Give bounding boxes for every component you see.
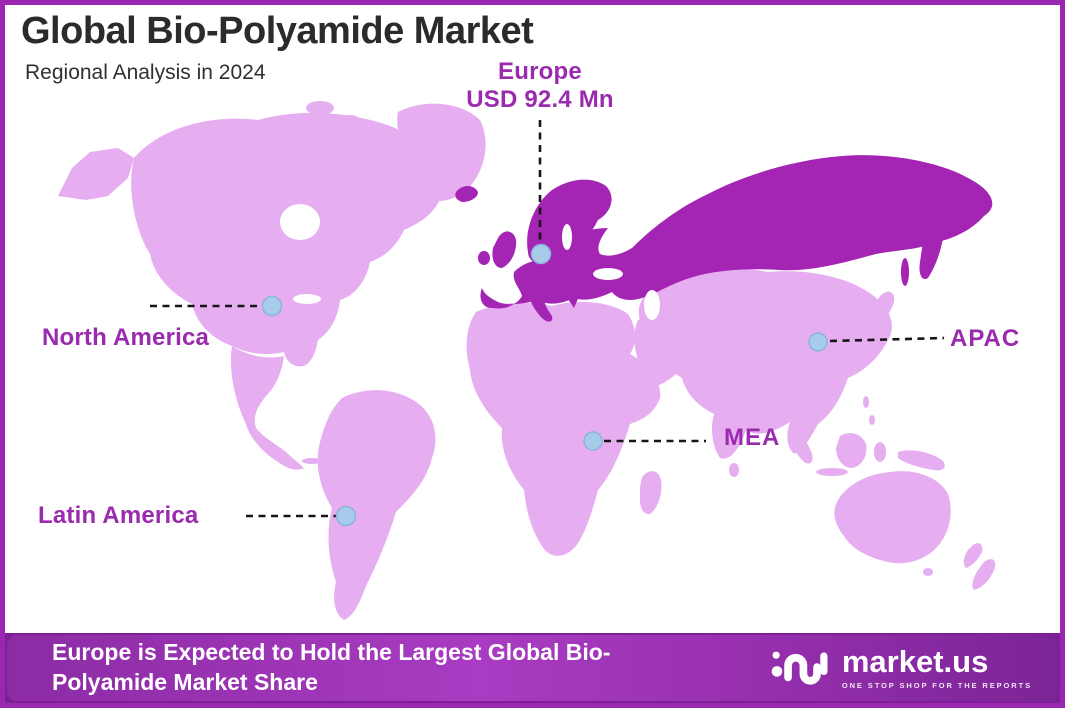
map-region-japan-south — [860, 332, 868, 344]
map-region-japan — [867, 291, 895, 331]
map-region-scandinavia — [527, 179, 612, 267]
region-label-europe-name: Europe — [498, 58, 582, 85]
region-label-north-america: North America — [42, 324, 210, 351]
marker-mea — [583, 431, 603, 451]
map-region-ireland — [478, 251, 490, 265]
map-region-asia — [638, 268, 892, 459]
map-region-caribbean — [302, 458, 322, 464]
marker-apac — [808, 332, 828, 352]
map-region-new-guinea — [898, 450, 945, 471]
map-region-tasmania — [923, 568, 933, 576]
map-region-new-zealand — [972, 559, 996, 590]
map-region-sulawesi — [874, 442, 886, 462]
map-region-sakhalin — [901, 258, 909, 286]
map-region-sumatra — [788, 428, 813, 464]
hudson-bay — [280, 204, 320, 240]
black-sea — [593, 268, 623, 280]
baltic-sea — [562, 224, 572, 250]
map-region-philippines — [863, 396, 869, 408]
region-label-apac: APAC — [950, 325, 1021, 352]
map-region-arctic-island — [306, 101, 334, 115]
map-region-java — [816, 468, 848, 476]
location-markers — [261, 243, 828, 527]
page-subtitle: Regional Analysis in 2024 — [25, 61, 266, 84]
footer-headline: Europe is Expected to Hold the Largest G… — [52, 639, 611, 695]
region-label-europe: Europe USD 92.4 Mn — [430, 58, 650, 114]
map-region-new-zealand — [963, 543, 983, 568]
map-region-north-america — [131, 112, 444, 367]
map-light-regions — [58, 101, 996, 620]
marker-north-america — [261, 295, 283, 317]
map-region-central-america — [230, 346, 304, 470]
great-lakes — [293, 294, 321, 304]
map-region-greece — [566, 294, 580, 308]
map-inland-seas — [280, 204, 660, 320]
map-region-kamchatka — [919, 219, 944, 280]
region-label-mea: MEA — [724, 424, 781, 451]
footer-banner-inner: Europe is Expected to Hold the Largest G… — [7, 635, 1058, 701]
brand-block: market.us ONE STOP SHOP FOR THE REPORTS — [771, 643, 1032, 693]
map-region-philippines — [869, 415, 875, 425]
callout-lines — [150, 120, 945, 518]
brand-name: market.us — [841, 644, 989, 679]
map-region-madagascar — [639, 471, 662, 515]
footer-banner: Europe is Expected to Hold the Largest G… — [5, 633, 1060, 703]
region-label-latin-america: Latin America — [38, 502, 199, 529]
map-region-turkey — [609, 275, 656, 295]
page-title: Global Bio-Polyamide Market — [21, 10, 534, 52]
brand-tagline: ONE STOP SHOP FOR THE REPORTS — [841, 681, 1032, 690]
brand-text: market.us ONE STOP SHOP FOR THE REPORTS — [842, 646, 1032, 690]
map-region-uk — [492, 231, 517, 268]
map-region-africa — [466, 301, 661, 556]
marker-latin-america — [335, 505, 357, 527]
map-region-south-america — [317, 390, 436, 620]
market-us-logo-icon — [771, 651, 828, 685]
map-region-sri-lanka — [729, 463, 739, 477]
map-region-borneo — [836, 433, 867, 468]
map-region-greenland — [397, 103, 486, 201]
map-region-australia — [834, 471, 951, 564]
map-region-italy — [528, 282, 553, 322]
map-region-iceland — [455, 186, 478, 202]
map-region-alaska — [58, 148, 134, 200]
callout-line-apac — [829, 336, 945, 343]
map-region-arctic-island — [340, 115, 360, 127]
region-label-europe-value: USD 92.4 Mn — [466, 86, 614, 113]
marker-europe — [530, 243, 552, 265]
caspian-sea — [644, 290, 660, 320]
